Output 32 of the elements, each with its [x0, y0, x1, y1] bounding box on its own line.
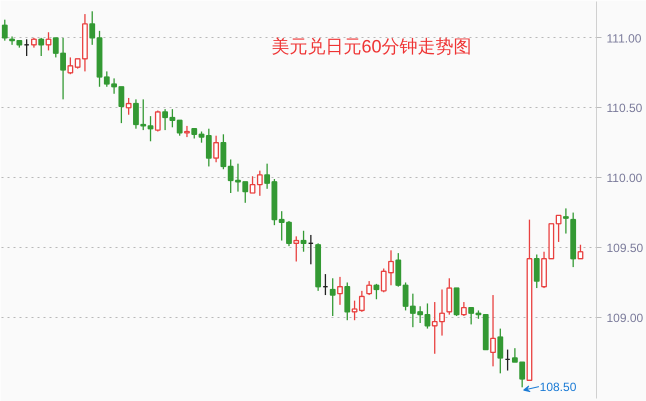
candlestick: [24, 38, 30, 57]
y-tick-label: 110.00: [606, 171, 643, 186]
candlestick: [126, 97, 132, 116]
candlestick: [330, 278, 336, 317]
candlestick: [337, 276, 343, 306]
candlestick: [562, 208, 569, 234]
candlestick: [213, 135, 220, 163]
candlestick: [366, 280, 372, 296]
candlestick: [293, 236, 300, 262]
candlestick: [2, 19, 8, 42]
candlestick: [154, 110, 161, 132]
y-tick-label: 111.00: [606, 31, 642, 46]
y-tick-label: 109.50: [606, 241, 644, 256]
annotation: 108.50: [540, 380, 577, 394]
candlestick: [300, 230, 306, 252]
text: 美元兑日元60分钟走势图: [271, 36, 472, 56]
candlestick: [446, 278, 452, 316]
candlestick: [322, 273, 328, 296]
candlestick: [31, 37, 37, 48]
candlestick: [490, 294, 496, 367]
candlestick: [184, 125, 190, 138]
candlestick: [460, 301, 467, 317]
candlestick: [38, 37, 44, 57]
candlestick: [534, 254, 540, 289]
y-tick-label: 109.00: [606, 310, 644, 325]
candlestick: [578, 244, 584, 260]
candlestick: [497, 328, 504, 374]
candlestick: [46, 32, 52, 52]
candlestick: [308, 234, 314, 265]
y-tick-label: 110.50: [606, 101, 643, 116]
candlestick: [504, 348, 511, 372]
candlestick: [374, 283, 380, 300]
